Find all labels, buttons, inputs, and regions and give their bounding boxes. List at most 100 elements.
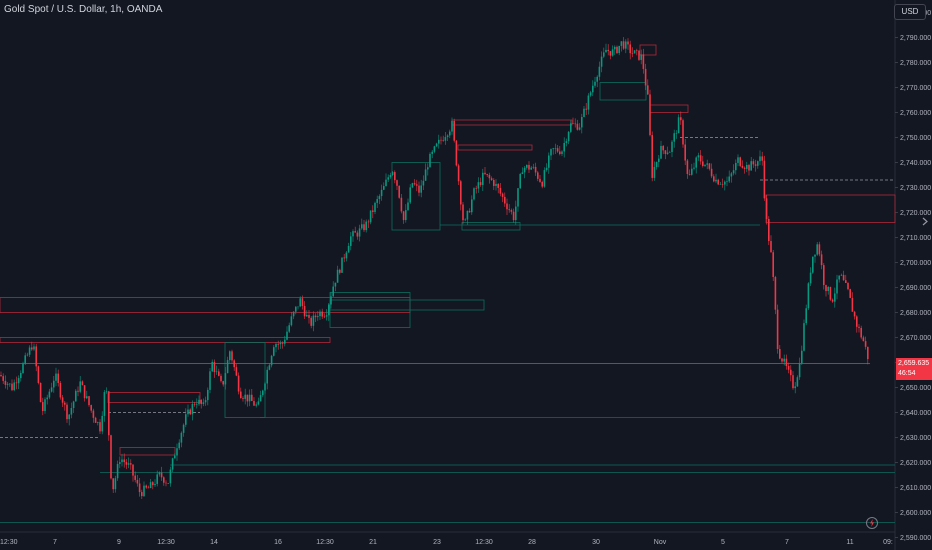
candle-body-266 — [585, 108, 587, 110]
candle-body-146 — [321, 311, 323, 317]
candle-body-373 — [820, 254, 823, 266]
candle-body-281 — [618, 45, 620, 54]
candle-body-63 — [138, 483, 141, 493]
candle-body-137 — [301, 298, 304, 307]
candle-body-176 — [387, 177, 389, 180]
candle-body-0 — [0, 375, 2, 377]
y-tick-label-12: 2,710.000 — [900, 235, 931, 242]
candle-body-287 — [631, 53, 634, 54]
candle-body-238 — [523, 167, 526, 173]
time-axis[interactable]: 12:30 7 9 12:30 14 16 12:30 21 23 12:30 28 30 Nov 5 7 1… — [0, 539, 893, 546]
candle-body-235 — [517, 188, 519, 207]
candle-body-292 — [642, 54, 645, 69]
candle-body-208 — [457, 165, 460, 182]
y-tick-label-9: 2,680.000 — [900, 310, 931, 317]
candle-body-350 — [770, 241, 772, 253]
currency-badge[interactable]: USD — [894, 4, 926, 20]
candle-body-156 — [343, 257, 345, 259]
candle-body-192 — [422, 180, 425, 186]
candle-body-242 — [532, 166, 535, 168]
candle-body-316 — [695, 157, 697, 168]
y-tick-label-2: 2,610.000 — [900, 485, 931, 492]
candle-body-341 — [750, 161, 752, 171]
candle-body-227 — [499, 187, 502, 194]
candle-body-12 — [26, 354, 29, 356]
candle-body-135 — [297, 306, 299, 308]
candle-body-98 — [215, 371, 218, 373]
scroll-right-icon[interactable] — [922, 217, 928, 226]
x-tick-label-10: 28 — [528, 539, 536, 546]
candle-body-64 — [141, 492, 143, 497]
candle-body-16 — [35, 346, 37, 367]
candle-body-381 — [838, 275, 840, 280]
y-tick-label-16: 2,750.000 — [900, 135, 931, 142]
candle-body-259 — [570, 123, 572, 132]
y-tick-label-0: 2,590.000 — [900, 535, 931, 542]
candle-body-340 — [748, 164, 750, 171]
candle-body-11 — [24, 355, 26, 364]
candle-body-337 — [741, 165, 744, 168]
candle-body-139 — [306, 314, 308, 317]
candle-body-59 — [130, 463, 132, 465]
symbol-title: Gold Spot / U.S. Dollar, 1h, OANDA — [4, 4, 163, 15]
candle-body-175 — [385, 179, 387, 187]
candle-body-243 — [534, 166, 537, 173]
candle-body-34 — [75, 390, 77, 402]
candle-body-263 — [578, 127, 581, 130]
candle-body-83 — [182, 424, 185, 433]
candle-body-29 — [64, 402, 66, 405]
candle-body-304 — [669, 152, 671, 153]
candle-body-389 — [856, 316, 858, 327]
candle-body-19 — [42, 402, 44, 412]
lightning-bolt-icon[interactable] — [866, 517, 878, 529]
candle-body-317 — [697, 155, 700, 158]
x-tick-label-15: 11 — [846, 539, 853, 546]
candle-body-44 — [97, 422, 99, 423]
candle-body-249 — [548, 155, 550, 168]
candle-body-257 — [565, 141, 568, 143]
candle-body-342 — [752, 161, 755, 165]
candle-body-95 — [209, 371, 211, 390]
candle-body-144 — [317, 316, 319, 318]
candle-body-147 — [323, 316, 326, 318]
y-tick-label-3: 2,620.000 — [900, 460, 931, 467]
candle-body-161 — [354, 231, 356, 233]
candle-body-113 — [248, 394, 251, 402]
candle-body-202 — [444, 137, 447, 141]
candle-body-334 — [735, 162, 737, 171]
candle-body-53 — [116, 463, 119, 479]
candle-body-300 — [660, 145, 662, 159]
candle-body-22 — [48, 391, 51, 398]
demand-zone-5 — [329, 299, 485, 311]
candle-body-289 — [636, 50, 638, 51]
candle-body-359 — [790, 369, 792, 376]
candle-body-102 — [224, 373, 227, 385]
candle-body-157 — [345, 252, 348, 259]
candle-body-278 — [611, 49, 614, 56]
candle-body-313 — [688, 174, 691, 175]
y-tick-label-8: 2,670.000 — [900, 335, 931, 342]
candle-body-369 — [812, 256, 814, 273]
candle-body-117 — [257, 401, 260, 405]
candle-body-184 — [405, 210, 407, 221]
candle-body-167 — [367, 221, 370, 223]
candle-body-45 — [99, 422, 101, 432]
candle-body-158 — [347, 245, 350, 253]
candle-body-30 — [66, 404, 68, 420]
candle-body-114 — [251, 394, 253, 401]
candle-body-294 — [647, 85, 649, 95]
candle-body-7 — [15, 382, 18, 384]
candle-body-388 — [853, 311, 856, 317]
candle-body-21 — [46, 397, 48, 400]
candle-body-108 — [237, 375, 240, 392]
x-tick-label-12: Nov — [654, 539, 667, 546]
candle-body-260 — [572, 123, 574, 125]
y-tick-label-20: 2,790.000 — [900, 35, 931, 42]
candle-body-8 — [17, 378, 20, 384]
candle-body-391 — [860, 327, 862, 338]
candle-body-283 — [622, 41, 625, 49]
candle-body-150 — [330, 296, 332, 305]
candle-body-328 — [721, 184, 724, 185]
